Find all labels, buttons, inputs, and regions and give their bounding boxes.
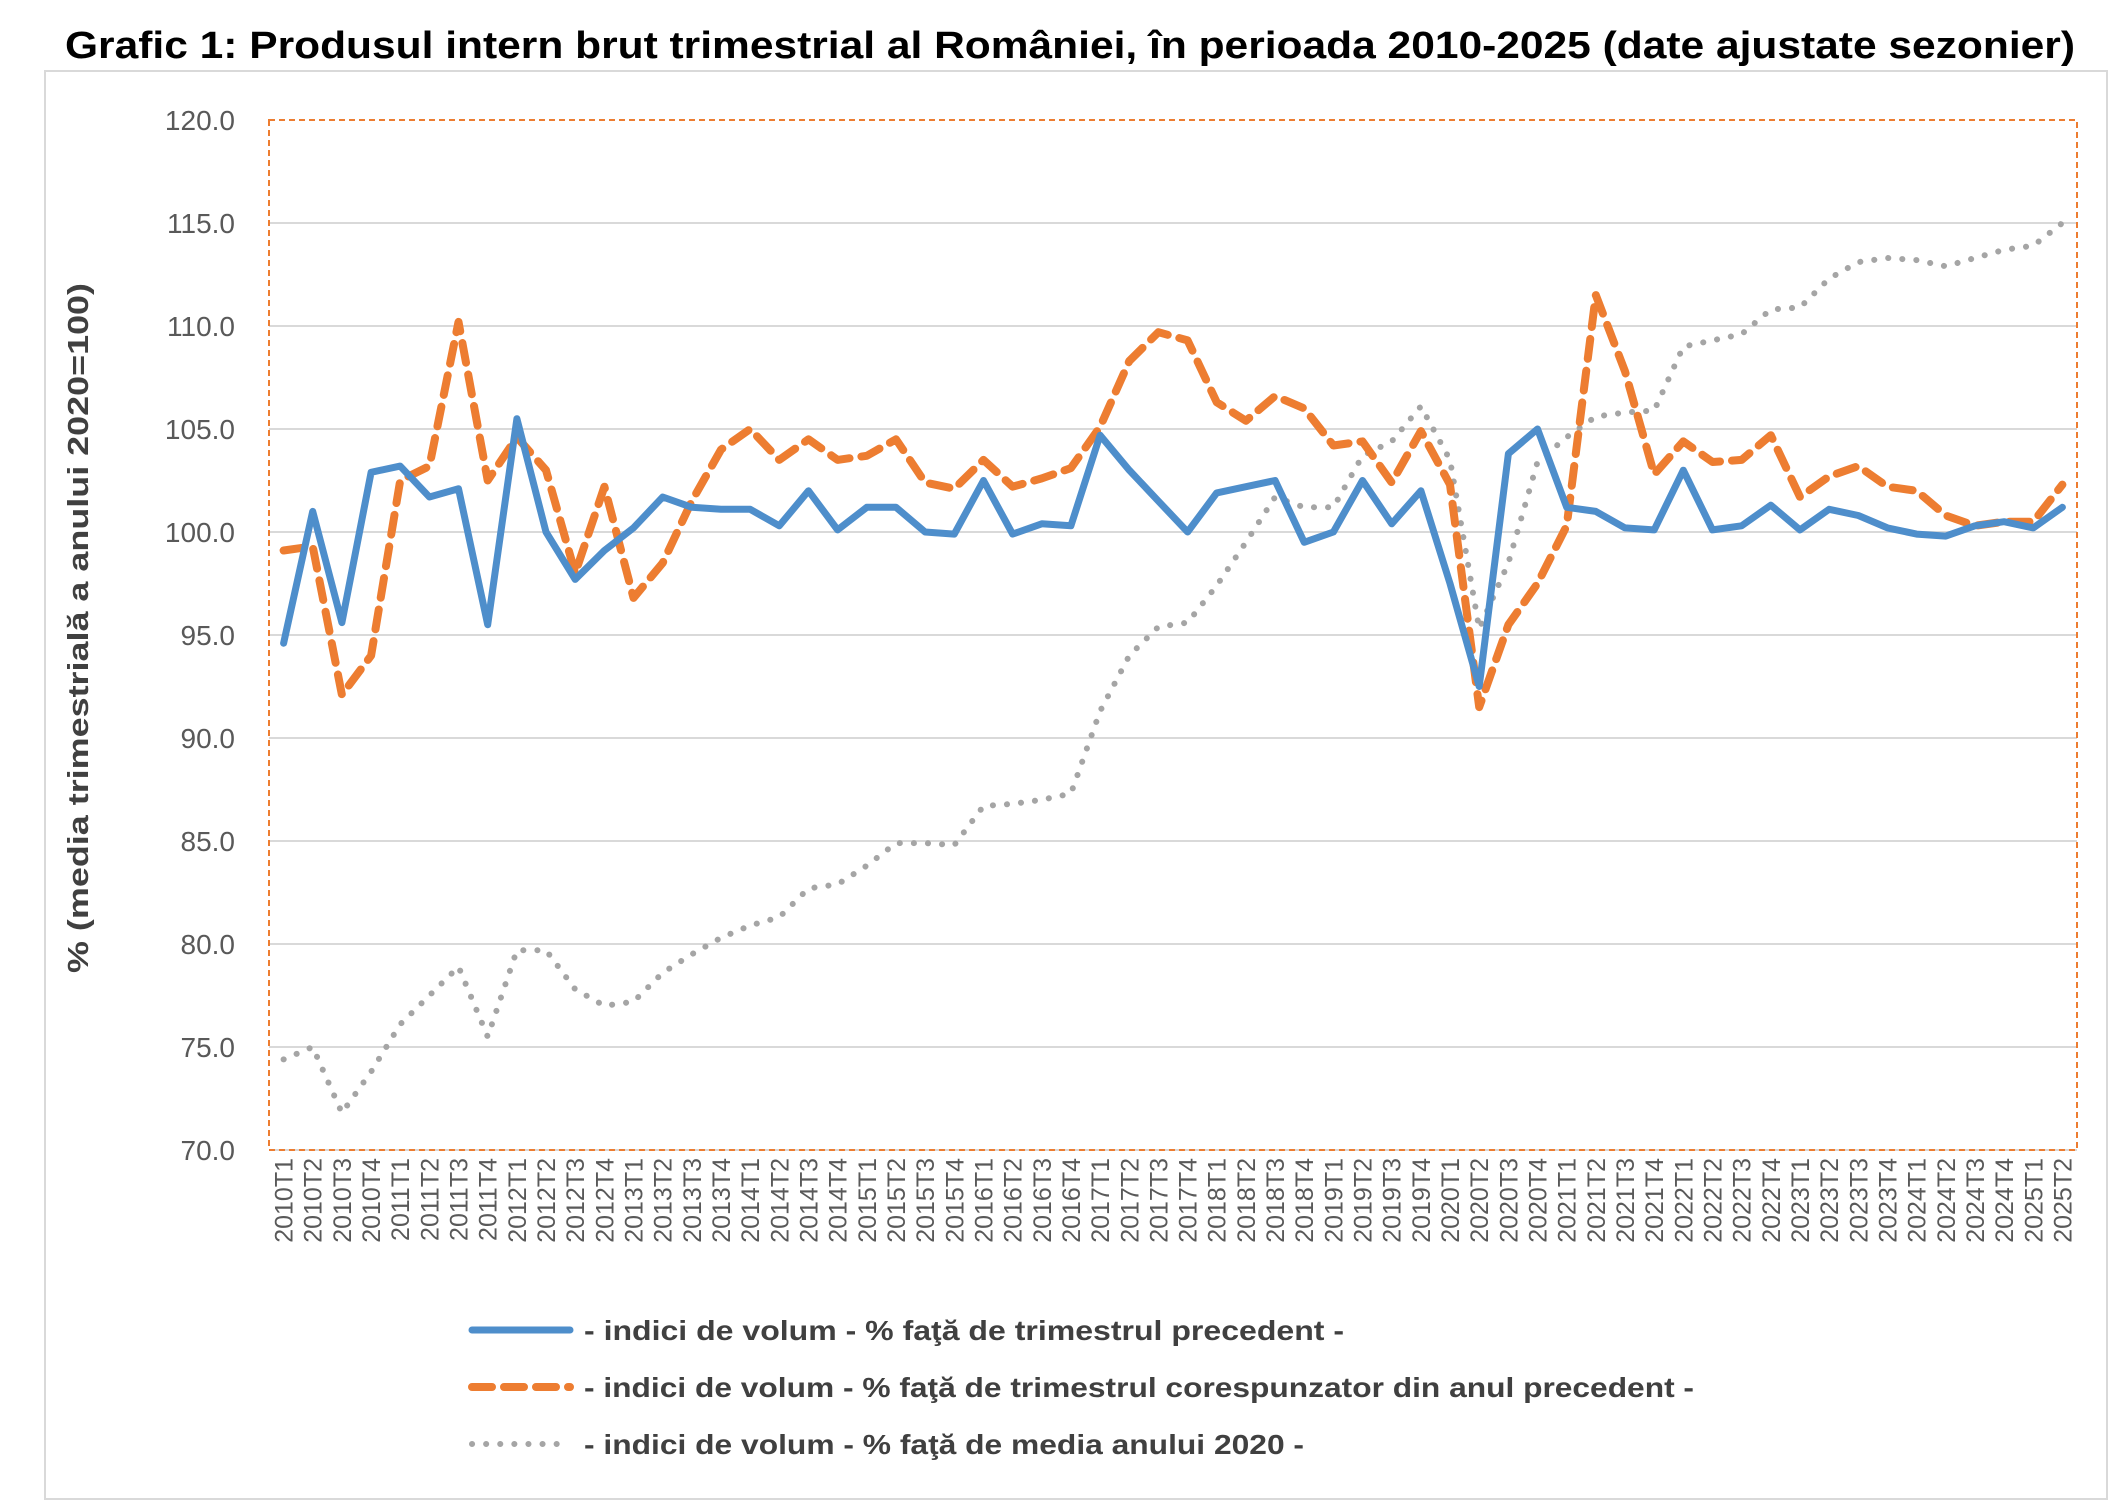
x-tick-label: 2017T3	[1145, 1158, 1173, 1243]
x-tick-label: 2010T3	[329, 1158, 357, 1243]
x-tick-label: 2021T2	[1583, 1158, 1611, 1243]
legend-label: - indici de volum - % faţă de media anul…	[584, 1429, 1304, 1460]
x-tick-label: 2023T3	[1845, 1158, 1873, 1243]
series-lines	[279, 220, 2067, 1116]
x-tick-label: 2012T4	[591, 1158, 619, 1243]
x-tick-label: 2017T4	[1175, 1158, 1203, 1243]
y-tick-label: 70.0	[181, 1135, 236, 1166]
x-tick-label: 2012T1	[504, 1158, 532, 1243]
x-tick-label: 2018T3	[1262, 1158, 1290, 1243]
x-tick-label: 2020T3	[1495, 1158, 1523, 1243]
y-tick-label: 105.0	[165, 414, 235, 445]
x-tick-label: 2018T4	[1291, 1158, 1319, 1243]
x-tick-label: 2012T3	[562, 1158, 590, 1243]
gridlines	[269, 222, 2077, 1151]
x-tick-label: 2024T3	[1962, 1158, 1990, 1243]
series-line	[279, 291, 2067, 712]
x-tick-label: 2014T4	[825, 1158, 853, 1243]
y-tick-label: 100.0	[165, 517, 235, 548]
x-tick-label: 2019T3	[1379, 1158, 1407, 1243]
x-axis-ticks: 2010T1 2010T2 2010T3 2010T4 2011T1 2011T2 2011…	[271, 1158, 2078, 1243]
series-3	[280, 220, 2066, 1116]
x-tick-label: 2019T1	[1320, 1158, 1348, 1243]
x-tick-label: 2019T2	[1350, 1158, 1378, 1243]
series-line	[280, 220, 2066, 1116]
x-tick-label: 2013T4	[708, 1158, 736, 1243]
x-tick-label: 2019T4	[1408, 1158, 1436, 1243]
x-tick-label: 2017T2	[1116, 1158, 1144, 1243]
x-tick-label: 2011T3	[446, 1158, 474, 1241]
x-tick-label: 2024T1	[1904, 1158, 1932, 1243]
legend-item: - indici de volum - % faţă de trimestrul…	[468, 1372, 1694, 1403]
x-tick-label: 2020T4	[1525, 1158, 1553, 1243]
x-tick-label: 2023T1	[1787, 1158, 1815, 1243]
legend-label: - indici de volum - % faţă de trimestrul…	[584, 1315, 1344, 1346]
x-tick-label: 2024T2	[1933, 1158, 1961, 1243]
series-line	[280, 415, 2066, 690]
chart-outer-border	[44, 70, 2108, 1500]
y-tick-label: 85.0	[181, 826, 236, 857]
x-tick-label: 2014T2	[766, 1158, 794, 1243]
x-tick-label: 2013T2	[650, 1158, 678, 1243]
x-tick-label: 2018T1	[1204, 1158, 1232, 1243]
x-tick-label: 2023T2	[1816, 1158, 1844, 1243]
x-tick-label: 2011T4	[475, 1158, 503, 1241]
x-tick-label: 2017T1	[1087, 1158, 1115, 1243]
legend-item: - indici de volum - % faţă de media anul…	[469, 1429, 1304, 1460]
x-tick-label: 2025T1	[2020, 1158, 2048, 1243]
x-tick-label: 2010T2	[300, 1158, 328, 1243]
y-axis-ticks: 70.0 75.0 80.0 85.0 90.0 95.0 100.0 105.0 110.0 1…	[165, 105, 235, 1166]
x-tick-label: 2021T1	[1554, 1158, 1582, 1243]
x-tick-label: 2015T1	[854, 1158, 882, 1243]
legend-item: - indici de volum - % faţă de trimestrul…	[468, 1315, 1344, 1346]
x-tick-label: 2016T4	[1058, 1158, 1086, 1243]
y-tick-label: 115.0	[167, 208, 235, 239]
y-tick-label: 80.0	[181, 929, 236, 960]
x-tick-label: 2014T1	[737, 1158, 765, 1243]
x-tick-label: 2022T4	[1758, 1158, 1786, 1243]
x-tick-label: 2015T2	[883, 1158, 911, 1243]
x-tick-label: 2023T4	[1874, 1158, 1902, 1243]
y-axis-label: % (media trimestrială a anului 2020=100)	[63, 283, 95, 973]
x-tick-label: 2018T2	[1233, 1158, 1261, 1243]
x-tick-label: 2016T3	[1029, 1158, 1057, 1243]
x-tick-label: 2011T2	[416, 1158, 444, 1241]
x-tick-label: 2022T3	[1729, 1158, 1757, 1243]
y-tick-label: 120.0	[165, 105, 235, 136]
x-tick-label: 2022T1	[1670, 1158, 1698, 1243]
plot-area-border	[268, 119, 2078, 1151]
x-tick-label: 2015T3	[912, 1158, 940, 1243]
x-tick-label: 2020T1	[1437, 1158, 1465, 1243]
x-tick-label: 2014T3	[795, 1158, 823, 1243]
x-tick-label: 2012T2	[533, 1158, 561, 1243]
x-tick-label: 2016T1	[970, 1158, 998, 1243]
x-tick-label: 2016T2	[1000, 1158, 1028, 1243]
x-tick-label: 2025T2	[2049, 1158, 2077, 1243]
x-tick-label: 2022T2	[1699, 1158, 1727, 1243]
x-tick-label: 2011T1	[387, 1158, 415, 1241]
x-tick-label: 2010T4	[358, 1158, 386, 1243]
x-tick-label: 2021T4	[1641, 1158, 1669, 1243]
x-tick-label: 2024T4	[1991, 1158, 2019, 1243]
series-1	[280, 415, 2066, 690]
x-tick-label: 2010T1	[271, 1158, 299, 1243]
legend: - indici de volum - % faţă de trimestrul…	[468, 1315, 1694, 1460]
y-tick-label: 90.0	[181, 723, 236, 754]
y-tick-label: 95.0	[181, 620, 236, 651]
x-tick-label: 2013T1	[621, 1158, 649, 1243]
x-tick-label: 2021T3	[1612, 1158, 1640, 1243]
y-tick-label: 110.0	[167, 311, 235, 342]
y-tick-label: 75.0	[181, 1032, 236, 1063]
x-tick-label: 2020T2	[1466, 1158, 1494, 1243]
x-tick-label: 2015T4	[941, 1158, 969, 1243]
legend-label: - indici de volum - % faţă de trimestrul…	[584, 1372, 1694, 1403]
x-tick-label: 2013T3	[679, 1158, 707, 1243]
chart-title: Grafic 1: Produsul intern brut trimestri…	[65, 25, 2075, 67]
